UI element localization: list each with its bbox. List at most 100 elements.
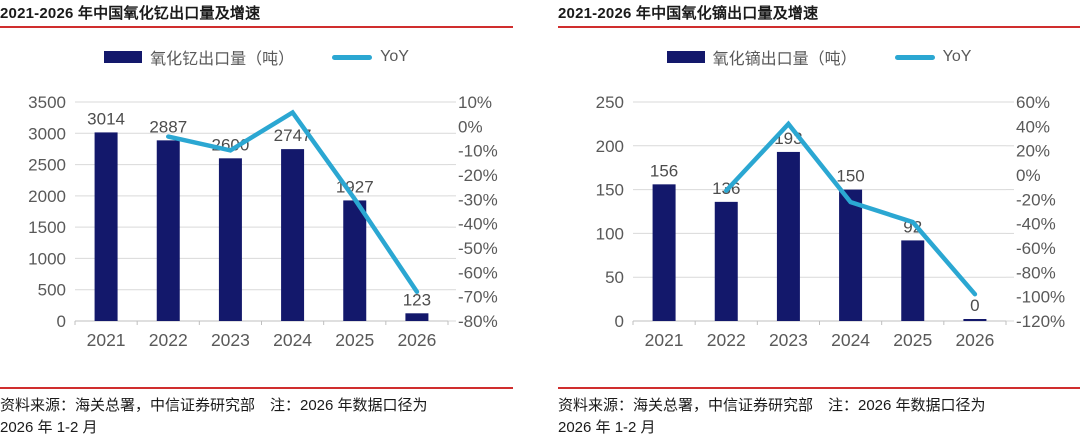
source-note: 资料来源：海关总署，中信证券研究部 注：2026 年数据口径为 2026 年 1-… — [558, 395, 1080, 439]
svg-text:-40%: -40% — [1016, 215, 1056, 234]
svg-text:150: 150 — [596, 181, 624, 200]
svg-text:10%: 10% — [458, 93, 492, 112]
line-series-label: YoY — [942, 48, 972, 65]
bar — [218, 158, 242, 321]
svg-text:20%: 20% — [1016, 142, 1050, 161]
bar-series-swatch — [104, 51, 143, 63]
svg-text:-80%: -80% — [458, 312, 498, 331]
bar-value-label: 2887 — [149, 117, 187, 136]
svg-text:-70%: -70% — [458, 288, 498, 307]
right-axis-labels: 60% 40% 20% 0% -20% -40% -60% -80% -100% -120% — [1016, 93, 1065, 331]
svg-text:-20%: -20% — [458, 166, 498, 185]
bar-series-swatch — [666, 51, 705, 63]
chart-legend: 氧化钇出口量（吨） YoY — [0, 46, 513, 68]
bar — [343, 200, 367, 321]
x-axis-label: 2023 — [769, 330, 808, 350]
left-axis-labels: 0 500 1000 1500 2000 2500 3000 3500 — [28, 93, 66, 331]
svg-text:-60%: -60% — [1016, 239, 1056, 258]
combo-chart-dysprosium-oxide: 0 50 100 150 200 250 60% 40% 20% 0% -20% -40% -60% -8… — [596, 93, 1066, 350]
chart-panel-yttrium-oxide: 2021-2026 年中国氧化钇出口量及增速 氧化钇出口量（吨） YoY 0 50… — [0, 0, 513, 439]
source-rule — [558, 387, 1080, 389]
svg-text:500: 500 — [38, 281, 66, 300]
bar-value-label: 3014 — [87, 109, 125, 128]
chart-legend: 氧化镝出口量（吨） YoY — [558, 46, 1080, 68]
panel-title: 2021-2026 年中国氧化钇出口量及增速 — [0, 5, 261, 22]
left-axis-labels: 0 50 100 150 200 250 — [596, 93, 624, 331]
source-line-1: 资料来源：海关总署，中信证券研究部 注：2026 年数据口径为 — [0, 397, 428, 414]
svg-text:100: 100 — [596, 224, 624, 243]
source-rule — [0, 387, 513, 389]
svg-text:-80%: -80% — [1016, 263, 1056, 282]
x-axis-label: 2022 — [707, 330, 746, 350]
svg-text:50: 50 — [605, 268, 624, 287]
bar — [714, 201, 738, 321]
bar — [901, 240, 925, 321]
chart-panel-dysprosium-oxide: 2021-2026 年中国氧化镝出口量及增速 氧化镝出口量（吨） YoY 0 50… — [558, 0, 1080, 439]
svg-text:-30%: -30% — [458, 190, 498, 209]
x-axis-label: 2021 — [87, 330, 126, 350]
x-axis-ticks — [74, 321, 449, 325]
source-note: 资料来源：海关总署，中信证券研究部 注：2026 年数据口径为 2026 年 1-… — [0, 395, 513, 439]
svg-text:3500: 3500 — [28, 93, 66, 112]
bar-value-label: 156 — [650, 161, 678, 180]
title-rule — [558, 26, 1080, 28]
panel-title: 2021-2026 年中国氧化镝出口量及增速 — [558, 5, 819, 22]
svg-text:-60%: -60% — [458, 263, 498, 282]
bar-value-label: 2747 — [274, 126, 312, 145]
x-axis-label: 2026 — [397, 330, 436, 350]
svg-text:2000: 2000 — [28, 187, 66, 206]
svg-text:200: 200 — [596, 137, 624, 156]
x-axis-label: 2025 — [335, 330, 374, 350]
source-line-2: 2026 年 1-2 月 — [558, 419, 656, 436]
yoy-line — [166, 109, 420, 295]
line-series-swatch — [332, 54, 373, 60]
bar — [652, 184, 676, 321]
bar-series — [652, 151, 987, 321]
bar — [405, 313, 429, 321]
x-axis-labels: 2021 2022 2023 2024 2025 2026 — [87, 330, 437, 350]
right-axis-labels: 10% 0% -10% -20% -30% -40% -50% -60% -70% -80% — [458, 93, 498, 331]
svg-text:0%: 0% — [1016, 166, 1041, 185]
x-axis-labels: 2021 2022 2023 2024 2025 2026 — [645, 330, 995, 350]
x-axis-label: 2024 — [831, 330, 870, 350]
x-axis-label: 2024 — [273, 330, 312, 350]
svg-text:-120%: -120% — [1016, 312, 1065, 331]
svg-text:-40%: -40% — [458, 215, 498, 234]
bar-value-label: 150 — [836, 167, 864, 186]
svg-text:-50%: -50% — [458, 239, 498, 258]
bar-series — [94, 132, 429, 321]
svg-text:-100%: -100% — [1016, 288, 1065, 307]
bar — [156, 140, 180, 321]
bar — [839, 189, 863, 321]
svg-text:0%: 0% — [458, 117, 483, 136]
svg-text:0: 0 — [615, 312, 624, 331]
svg-text:1000: 1000 — [28, 249, 66, 268]
x-axis-label: 2026 — [955, 330, 994, 350]
svg-text:-20%: -20% — [1016, 190, 1056, 209]
bar — [963, 319, 987, 321]
svg-text:2500: 2500 — [28, 156, 66, 175]
bar — [776, 151, 800, 321]
x-axis-label: 2021 — [645, 330, 684, 350]
x-axis-label: 2022 — [149, 330, 188, 350]
bar — [281, 149, 305, 321]
bar-value-label: 0 — [970, 296, 979, 315]
svg-text:250: 250 — [596, 93, 624, 112]
yoy-line — [724, 120, 978, 297]
line-series-swatch — [894, 54, 935, 60]
bar — [94, 132, 118, 321]
svg-text:1500: 1500 — [28, 218, 66, 237]
bar-series-label: 氧化镝出口量（吨） — [712, 51, 857, 68]
svg-text:60%: 60% — [1016, 93, 1050, 112]
bar-series-label: 氧化钇出口量（吨） — [150, 51, 295, 68]
source-line-2: 2026 年 1-2 月 — [0, 419, 98, 436]
gridlines — [75, 101, 456, 322]
bar-value-label: 123 — [403, 290, 431, 309]
source-line-1: 资料来源：海关总署，中信证券研究部 注：2026 年数据口径为 — [558, 397, 986, 414]
line-series-label: YoY — [380, 48, 409, 65]
x-axis-ticks — [632, 321, 1007, 325]
gridlines — [633, 101, 1014, 322]
x-axis-label: 2023 — [211, 330, 250, 350]
